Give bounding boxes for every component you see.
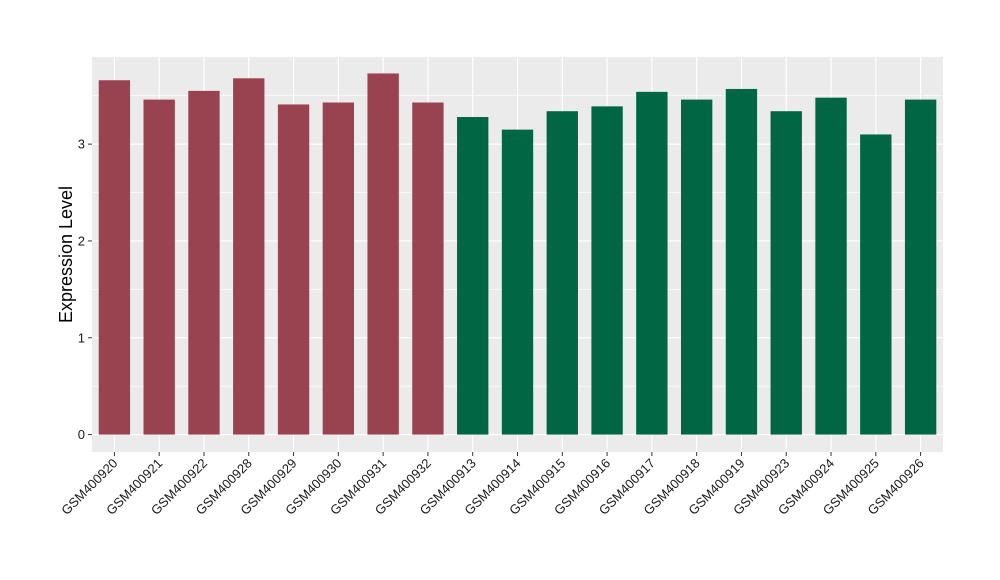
bar-GSM400930 [322,102,355,435]
y-tick-label: 3 [78,137,85,152]
y-tick-label: 2 [78,233,85,248]
bar-GSM400916 [591,106,623,435]
bar-GSM400922 [188,90,220,435]
bar-GSM400926 [904,99,937,435]
bar-GSM400923 [770,111,802,435]
bar-GSM400914 [501,129,534,435]
bar-GSM400928 [233,78,265,435]
bar-GSM400915 [546,111,578,435]
bar-GSM400925 [860,134,892,435]
bar-GSM400931 [367,73,399,435]
bar-GSM400920 [98,80,131,435]
y-tick-label: 1 [78,330,85,345]
bar-GSM400918 [680,99,713,435]
y-tick-label: 0 [78,427,85,442]
bar-GSM400919 [725,88,758,435]
bar-GSM400921 [143,99,175,435]
bar-GSM400924 [815,97,847,435]
bar-GSM400917 [636,91,668,435]
y-axis-title: Expression Level [56,186,76,323]
x-axis: GSM400920GSM400921GSM400922GSM400928GSM4… [58,452,927,518]
bar-GSM400913 [457,117,489,435]
y-axis: 0 1 2 3 [78,137,92,442]
bar-GSM400929 [277,104,310,435]
bar-GSM400932 [412,102,444,435]
bars [98,73,937,435]
